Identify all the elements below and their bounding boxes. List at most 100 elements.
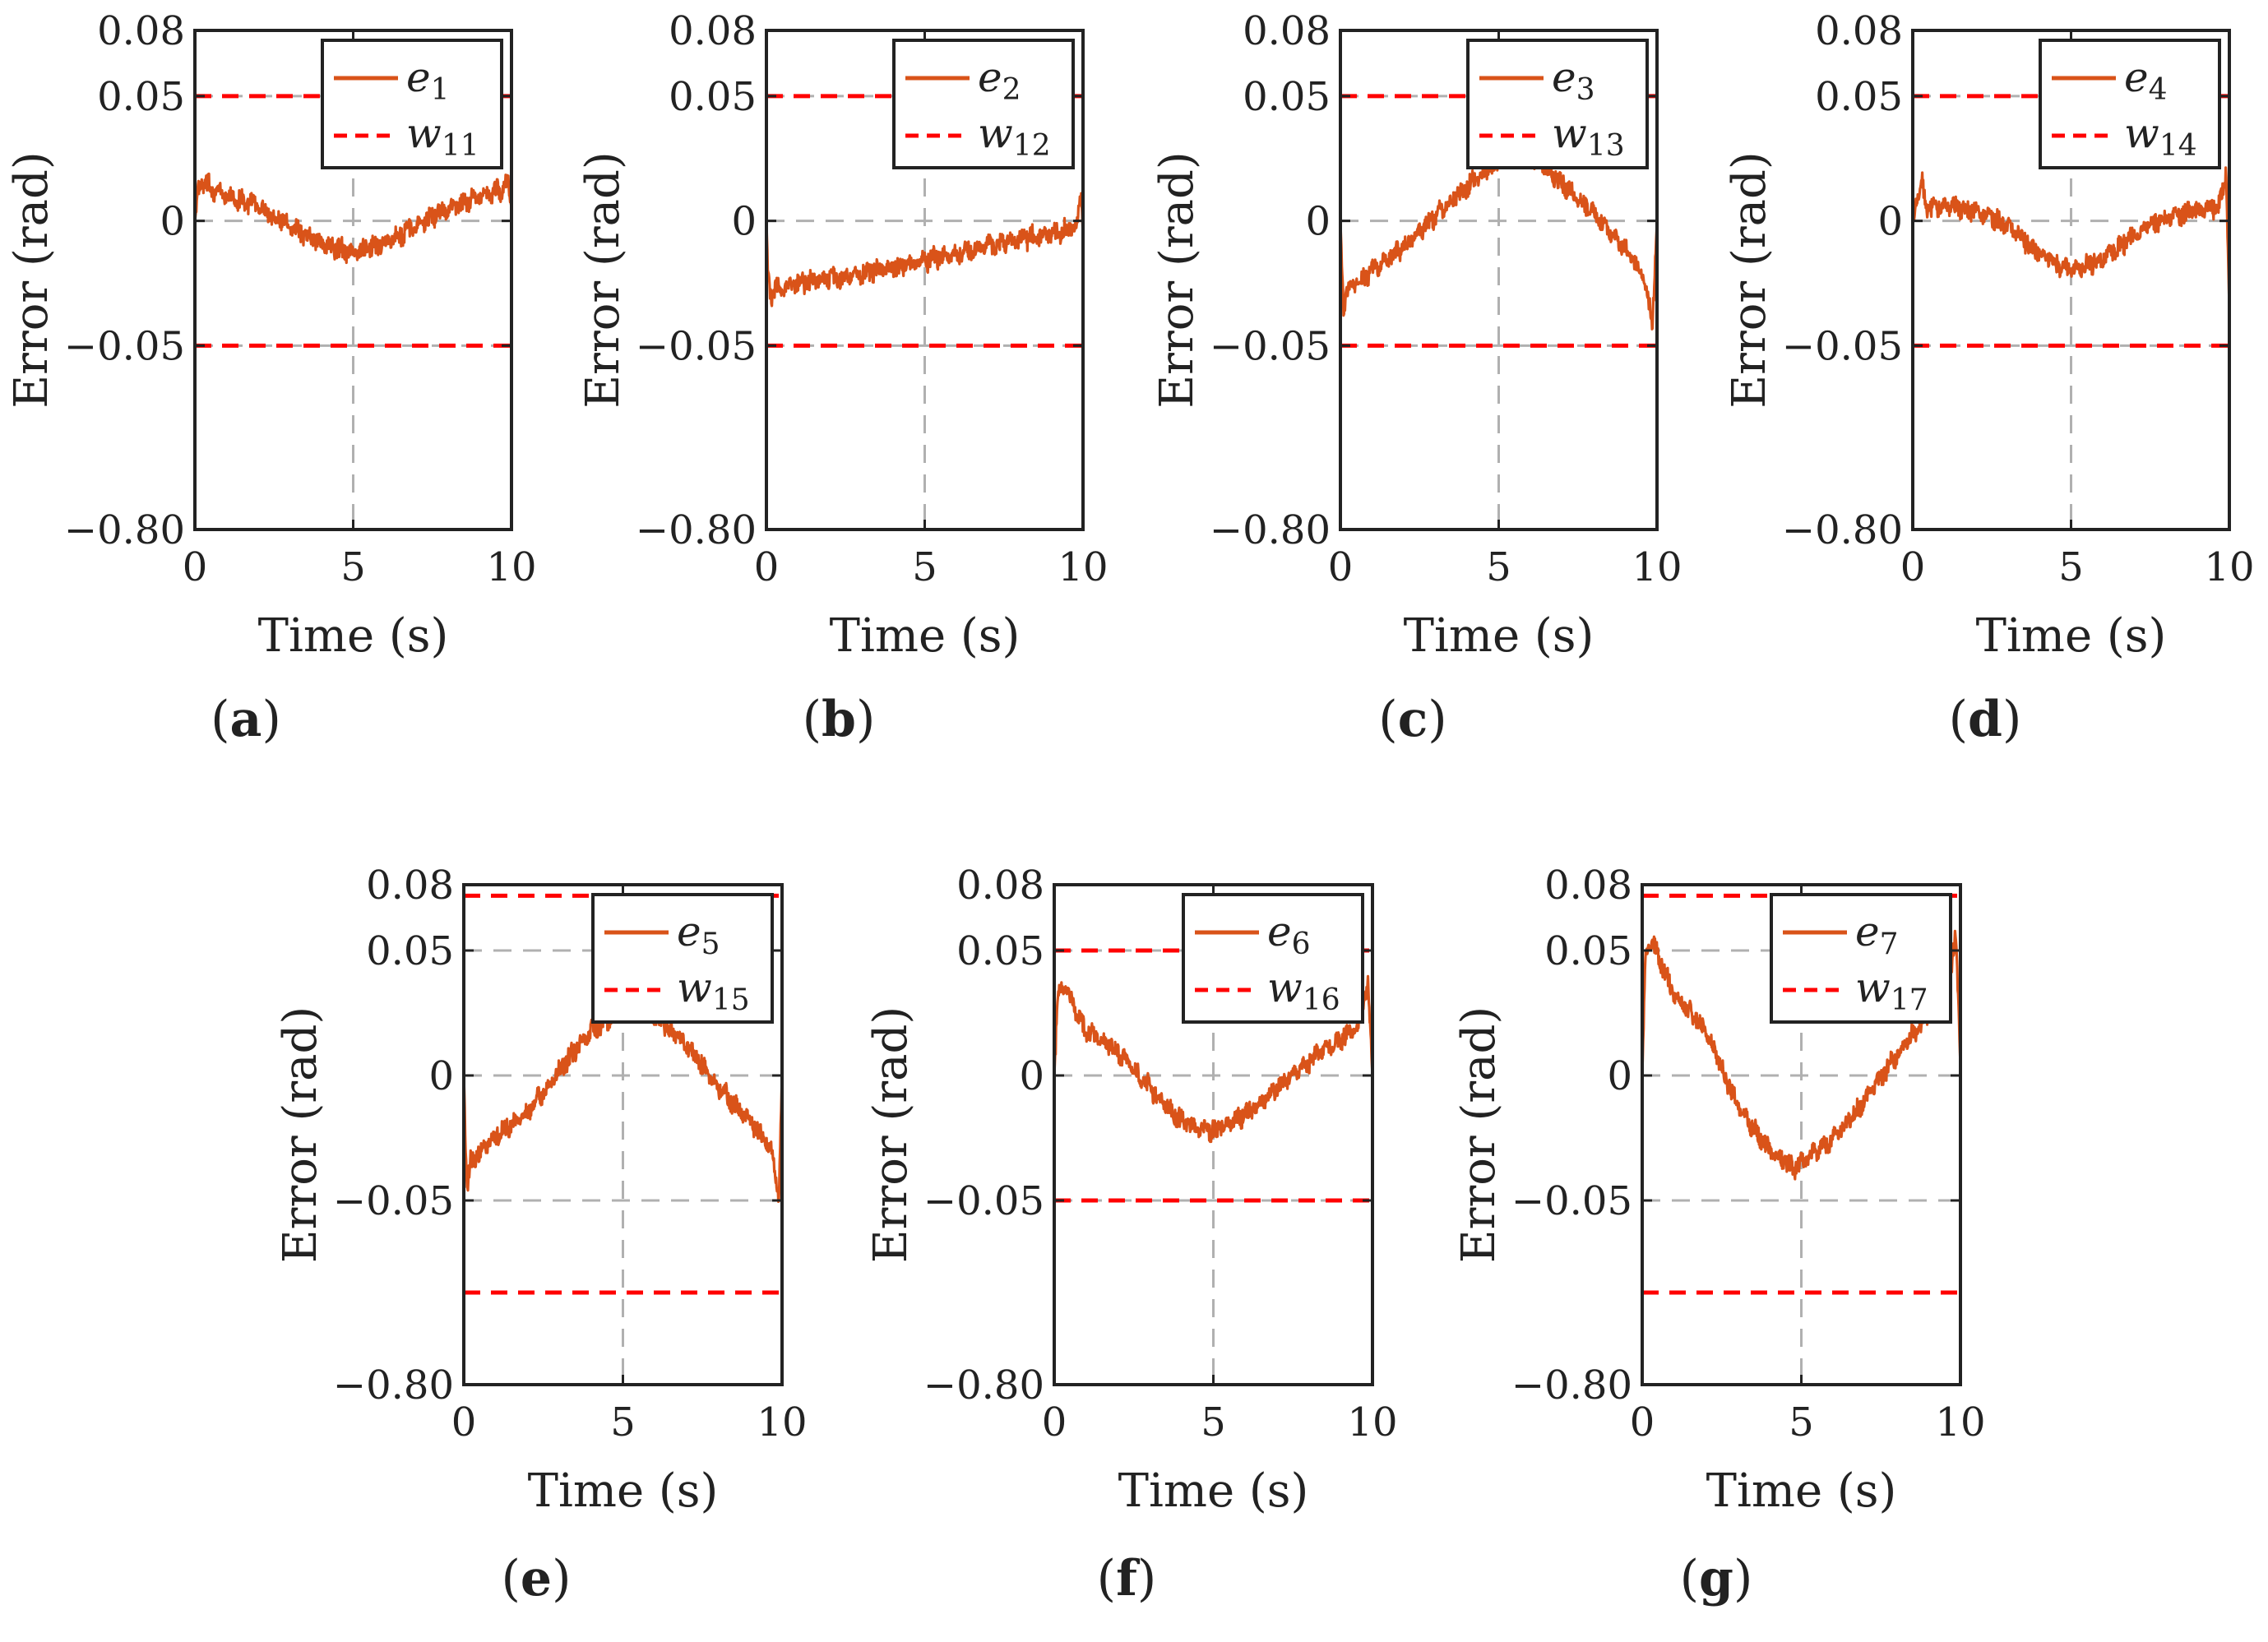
panel-label-letter: c [1398,691,1428,748]
y-tick-label: 0 [731,199,757,245]
error-signal-line [1054,974,1372,1144]
legend-label-signal: e6 [1267,908,1311,961]
legend-box [1770,893,1952,1024]
y-axis-label: Error (rad) [576,151,630,408]
plot-lines [1913,94,2229,348]
x-axis-label: Time (s) [1118,1464,1309,1518]
legend-signal-symbol: e [1267,908,1292,955]
legend-box [1182,893,1364,1024]
legend-signal-symbol: e [677,908,701,955]
legend-label-bound: w17 [1855,964,1928,1017]
y-tick-label: −0.80 [64,507,185,553]
plot-lines [195,94,511,348]
legend-bound-subscript: 16 [1303,983,1340,1017]
y-tick-label: −0.80 [1511,1362,1632,1408]
panel-label: (b) [803,691,876,748]
y-tick-label: −0.80 [1782,507,1903,553]
y-tick-label: 0.08 [366,863,454,909]
y-axis-label: Error (rad) [1723,151,1776,408]
panel-label: (g) [1680,1550,1753,1607]
panel-label: (c) [1378,691,1446,748]
y-tick-label: 0.08 [956,863,1044,909]
legend-signal-subscript: 1 [431,73,450,107]
x-tick-label: 5 [2058,544,2084,590]
x-tick-label: 0 [1900,544,1926,590]
x-tick-label: 5 [1486,544,1511,590]
panel-label-letter: g [1699,1550,1733,1607]
y-tick-label: 0.08 [669,8,757,54]
y-axis-label: Error (rad) [864,1006,918,1263]
y-axis-label: Error (rad) [5,151,58,408]
panel-label: (d) [1949,691,2022,748]
legend-label-bound: w11 [406,109,479,163]
legend-signal-subscript: 2 [1002,73,1021,107]
x-tick-label: 10 [1632,544,1682,590]
plot-lines [1054,948,1372,1203]
legend-bound-subscript: 14 [2159,129,2197,163]
y-tick-label: −0.05 [1782,323,1903,369]
legend-label-bound: w13 [1552,109,1625,163]
legend-bound-subscript: 12 [1013,129,1051,163]
panel-label-letter: d [1968,691,2002,748]
y-tick-label: 0.08 [1243,8,1331,54]
y-axis-label: Error (rad) [274,1006,327,1263]
y-tick-label: 0.08 [97,8,185,54]
y-tick-label: −0.80 [333,1362,454,1408]
error-signal-line [766,192,1083,308]
plot-lines [766,94,1083,348]
panel-label: (f) [1097,1550,1157,1607]
panel-label-letter: b [822,691,856,748]
panel-label-letter: f [1116,1550,1141,1607]
legend-label-bound: w14 [2124,109,2197,163]
legend-signal-symbol: e [2124,53,2149,101]
legend-label-bound: w12 [978,109,1051,163]
legend-bound-symbol: w [1267,964,1303,1011]
legend-box [591,893,774,1024]
x-tick-label: 10 [1935,1399,1985,1445]
legend-bound-subscript: 15 [712,983,750,1017]
x-tick-label: 5 [912,544,937,590]
y-tick-label: 0.05 [1815,74,1903,120]
legend-box [1466,39,1649,169]
legend-bound-symbol: w [1552,109,1587,157]
x-axis-label: Time (s) [1404,609,1595,663]
legend-signal-symbol: e [1855,908,1880,955]
legend-bound-symbol: w [406,109,442,157]
legend-bound-symbol: w [2124,109,2159,157]
y-tick-label: −0.05 [923,1178,1044,1224]
x-tick-label: 5 [1201,1399,1226,1445]
x-tick-label: 5 [340,544,366,590]
x-axis-label: Time (s) [1976,609,2167,663]
y-tick-label: −0.05 [636,323,757,369]
y-axis-label: Error (rad) [1150,151,1204,408]
y-tick-label: 0.05 [956,928,1044,974]
error-signal-line [1642,929,1960,1181]
y-tick-label: −0.05 [64,323,185,369]
legend-signal-subscript: 3 [1576,73,1595,107]
y-axis-label: Error (rad) [1452,1006,1506,1263]
y-tick-label: 0 [1877,199,1903,245]
y-tick-label: −0.05 [1210,323,1331,369]
y-tick-label: 0 [1019,1053,1044,1099]
x-axis-label: Time (s) [830,609,1021,663]
y-tick-label: −0.80 [923,1362,1044,1408]
error-signal-line [1913,166,2229,308]
panel-label-letter: a [230,691,262,748]
legend-box [321,39,503,169]
legend-label-signal: e3 [1552,53,1595,107]
legend-bound-symbol: w [677,964,712,1011]
x-tick-label: 10 [757,1399,807,1445]
x-tick-label: 10 [2204,544,2254,590]
